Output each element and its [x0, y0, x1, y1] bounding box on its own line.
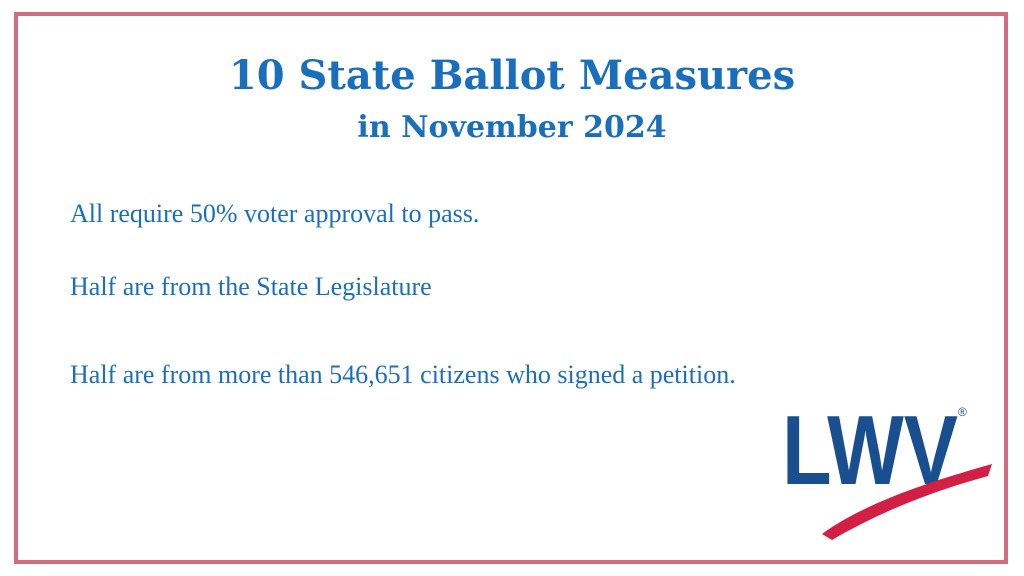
text-line-legislature: Half are from the State Legislature [70, 272, 432, 301]
text-line-approval: All require 50% voter approval to pass. [70, 199, 480, 228]
lwv-swoosh-icon [822, 464, 992, 540]
lwv-logo: LWV ® [782, 398, 992, 540]
text-line-petition: Half are from more than 546,651 citizens… [70, 360, 736, 389]
slide-border [14, 12, 1008, 564]
slide-subtitle: in November 2024 [357, 110, 667, 145]
registered-mark: ® [958, 405, 967, 419]
slide-title: 10 State Ballot Measures [228, 52, 796, 99]
